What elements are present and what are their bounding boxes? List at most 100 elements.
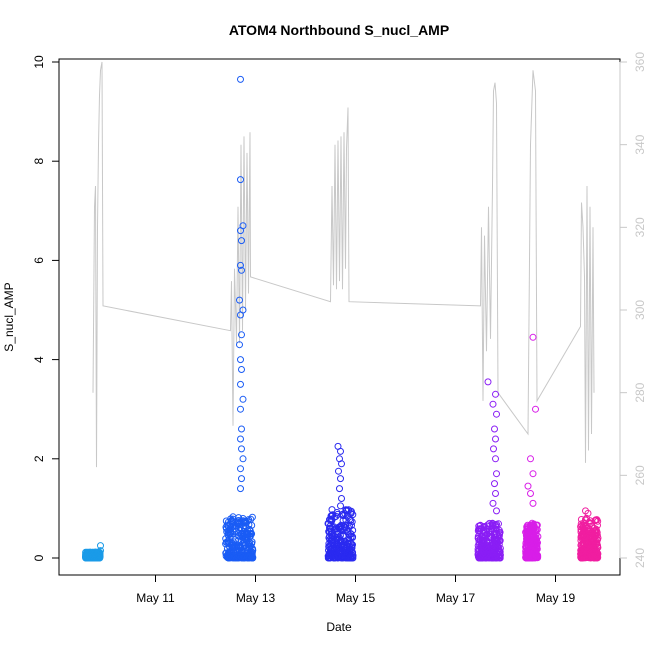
x-axis: May 11 May 13 May 15 May 17 May 19 <box>136 575 575 605</box>
data-point <box>239 455 247 463</box>
data-point <box>590 538 598 546</box>
data-point <box>492 435 499 443</box>
data-point <box>235 532 243 540</box>
data-point <box>344 542 352 550</box>
data-point <box>247 529 255 537</box>
points-layer <box>82 75 602 562</box>
secondary-y-axis: 240 260 280 300 320 340 360 <box>619 52 647 568</box>
data-point <box>347 554 355 562</box>
data-point <box>224 554 232 561</box>
secondary-y-tick-label: 360 <box>633 52 647 72</box>
data-point <box>237 176 244 184</box>
x-tick-label: May 11 <box>136 591 175 605</box>
data-point <box>342 516 350 524</box>
data-point <box>532 552 540 560</box>
series-2 <box>222 75 257 562</box>
y-tick-label: 8 <box>32 158 46 165</box>
data-point <box>339 510 347 518</box>
data-point <box>222 535 230 543</box>
y-tick-label: 6 <box>32 257 46 264</box>
data-point <box>337 502 344 510</box>
data-point <box>327 515 335 523</box>
data-point <box>235 543 243 551</box>
series-3 <box>324 442 357 562</box>
data-point <box>524 535 532 543</box>
data-point <box>238 425 245 433</box>
data-point <box>581 544 589 552</box>
series-5 <box>522 333 542 562</box>
data-point <box>237 380 244 388</box>
y-axis: 0 2 4 6 8 10 <box>32 55 59 561</box>
data-point <box>87 552 94 559</box>
data-point <box>489 519 496 527</box>
data-point <box>237 435 244 443</box>
data-point <box>97 542 104 550</box>
data-point <box>249 545 257 553</box>
data-point <box>583 514 590 522</box>
data-point <box>592 537 599 545</box>
data-point <box>235 554 243 561</box>
data-point <box>527 490 534 497</box>
data-point <box>248 549 256 557</box>
data-point <box>492 490 499 497</box>
data-point <box>227 554 234 562</box>
data-point <box>492 455 499 463</box>
data-point <box>474 535 482 543</box>
data-point <box>484 521 492 529</box>
data-point <box>326 554 334 562</box>
data-point <box>338 538 346 546</box>
data-point <box>486 548 494 556</box>
data-point <box>493 470 500 478</box>
data-point <box>477 525 485 533</box>
data-point <box>493 410 500 418</box>
data-point <box>238 475 245 483</box>
data-point <box>593 516 601 524</box>
data-point <box>346 515 354 523</box>
data-point <box>492 390 499 398</box>
data-point <box>236 341 243 349</box>
data-point <box>491 425 498 433</box>
data-point <box>587 519 594 527</box>
y-axis-label: S_nucl_AMP <box>2 282 16 351</box>
y-tick-label: 10 <box>32 55 46 69</box>
x-tick-label: May 17 <box>436 591 476 605</box>
data-point <box>590 524 598 532</box>
data-point <box>238 266 245 274</box>
secondary-y-tick-label: 320 <box>633 217 647 237</box>
secondary-series-line <box>92 61 595 468</box>
data-point <box>226 543 233 550</box>
data-point <box>588 552 596 560</box>
data-point <box>529 470 537 478</box>
data-point <box>484 378 492 386</box>
y-tick-label: 2 <box>32 455 46 462</box>
data-point <box>327 540 335 548</box>
secondary-y-tick-label: 240 <box>633 548 647 568</box>
data-point <box>227 517 235 525</box>
data-point <box>335 467 342 475</box>
data-point <box>248 513 256 521</box>
data-point <box>578 530 586 538</box>
data-point <box>489 400 497 408</box>
data-point <box>238 237 245 245</box>
data-point <box>334 510 342 518</box>
data-point <box>481 529 488 537</box>
data-point <box>239 395 247 403</box>
data-point <box>489 540 497 548</box>
data-point <box>236 296 243 304</box>
data-point <box>524 551 531 559</box>
series-4 <box>474 378 504 562</box>
data-point <box>338 495 345 502</box>
data-point <box>331 544 339 552</box>
data-point <box>487 549 495 557</box>
data-point <box>588 534 596 542</box>
data-point <box>330 533 338 541</box>
data-point <box>337 525 345 533</box>
y-tick-label: 0 <box>32 554 46 561</box>
data-point <box>479 543 487 551</box>
data-point <box>532 405 539 413</box>
data-point <box>248 538 256 546</box>
data-point <box>238 366 245 373</box>
data-point <box>529 499 537 507</box>
data-point <box>584 525 591 533</box>
